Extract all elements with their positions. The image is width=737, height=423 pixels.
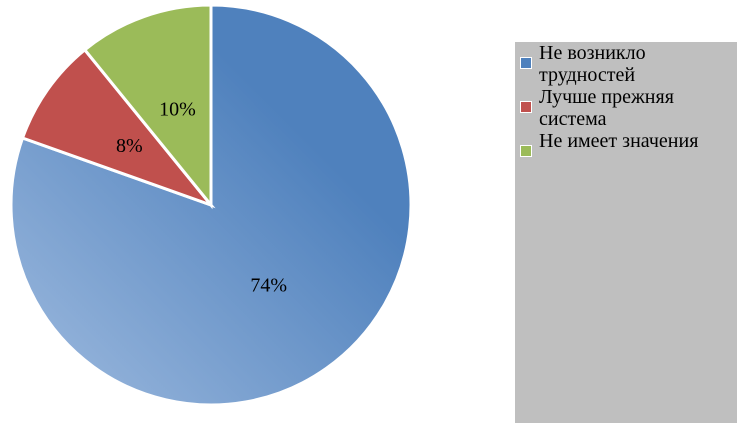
legend-entry: Лучше прежняя система xyxy=(517,86,737,130)
data-label: 74% xyxy=(250,274,287,296)
legend-label: Лучше прежняя система xyxy=(539,86,674,130)
legend-entry: Не возникло трудностей xyxy=(517,42,737,86)
legend-entry: Не имеет значения xyxy=(517,130,737,157)
legend-label: Не имеет значения xyxy=(539,130,699,152)
legend: Не возникло трудностей Лучше прежняя сист… xyxy=(515,42,737,423)
data-label: 10% xyxy=(159,98,196,120)
legend-swatch xyxy=(520,145,532,157)
pie-slice xyxy=(20,47,216,209)
pie-slice xyxy=(82,3,213,210)
legend-swatch xyxy=(520,101,532,113)
legend-swatch xyxy=(520,57,532,69)
legend-label: Не возникло трудностей xyxy=(539,42,646,86)
chart: 74% 8% 10% xyxy=(9,3,413,407)
pie-slice xyxy=(9,3,413,407)
data-label: 8% xyxy=(116,135,143,157)
